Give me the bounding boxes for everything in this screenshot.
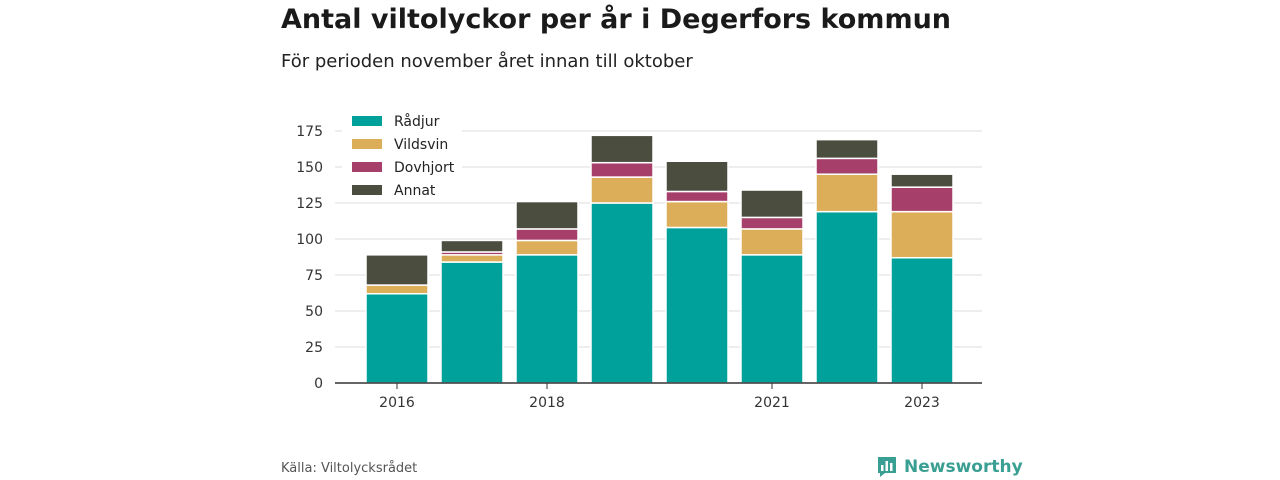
legend-swatch — [352, 139, 382, 149]
bar-segment — [515, 254, 579, 384]
y-axis: 0 25 50 75 100 125 150 175 — [296, 124, 323, 392]
bar-segment — [440, 261, 504, 384]
bar-segment — [515, 228, 579, 242]
legend-swatch — [352, 116, 382, 126]
bar-segment — [440, 254, 504, 263]
bar-segment — [590, 134, 654, 164]
source-note: Källa: Viltolycksrådet — [281, 461, 418, 476]
x-tick-label: 2023 — [904, 395, 940, 411]
y-tick-label: 75 — [305, 268, 323, 284]
x-tick-label: 2021 — [754, 395, 790, 411]
bar-segment — [365, 284, 429, 295]
chart-title: Antal viltolyckor per år i Degerfors kom… — [281, 4, 952, 35]
x-axis: 2016 2018 2021 2023 — [379, 383, 940, 411]
bar-segment — [890, 210, 954, 259]
y-tick-label: 100 — [296, 232, 323, 248]
bar-segment — [590, 176, 654, 204]
stacked-bar-chart: 0 25 50 75 100 125 150 175 2016 2018 2021 2023 Råd… — [296, 106, 982, 411]
legend-swatch — [352, 185, 382, 195]
brand-logo[interactable]: Newsworthy — [876, 455, 1023, 479]
bar-segment — [740, 254, 804, 384]
y-tick-label: 0 — [314, 376, 323, 392]
legend-label: Dovhjort — [394, 160, 455, 176]
bar-segment — [890, 186, 954, 213]
bar-segment — [740, 228, 804, 256]
bar-segment — [515, 200, 579, 230]
bar-segment — [665, 226, 729, 384]
legend-label: Rådjur — [394, 113, 440, 130]
bar-segment — [515, 239, 579, 256]
bar-segment — [815, 173, 879, 213]
bar-segment — [365, 292, 429, 384]
bar-segment — [590, 161, 654, 178]
y-tick-label: 25 — [305, 340, 323, 356]
x-tick-label: 2018 — [529, 395, 565, 411]
legend-label: Annat — [394, 183, 436, 199]
bar-segment — [815, 138, 879, 160]
bar-segment — [665, 200, 729, 229]
bars — [365, 134, 954, 384]
bar-segment — [590, 202, 654, 384]
newsworthy-logo-icon — [878, 457, 896, 477]
y-tick-label: 125 — [296, 196, 323, 212]
bar-segment — [740, 216, 804, 230]
bar-segment — [440, 239, 504, 253]
bar-segment — [365, 254, 429, 286]
x-tick-label: 2016 — [379, 395, 415, 411]
legend: Rådjur Vildsvin Dovhjort Annat — [342, 106, 462, 202]
y-tick-label: 175 — [296, 124, 323, 140]
bar-segment — [665, 160, 729, 193]
legend-label: Vildsvin — [394, 137, 448, 153]
brand-name: Newsworthy — [904, 457, 1023, 477]
bar-segment — [890, 256, 954, 384]
bar-segment — [815, 157, 879, 175]
bar-segment — [665, 190, 729, 203]
y-tick-label: 150 — [296, 160, 323, 176]
y-tick-label: 50 — [305, 304, 323, 320]
bar-segment — [740, 189, 804, 219]
bar-segment — [890, 173, 954, 188]
legend-swatch — [352, 162, 382, 172]
bar-segment — [815, 210, 879, 384]
chart-subtitle: För perioden november året innan till ok… — [281, 51, 693, 72]
